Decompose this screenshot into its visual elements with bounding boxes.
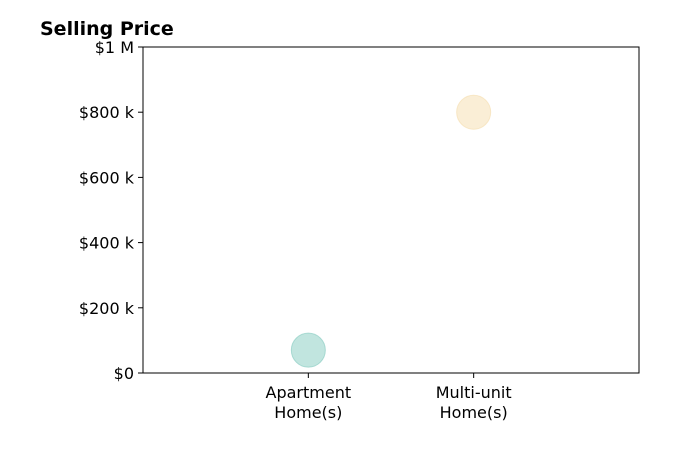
- y-tick-label: $0: [114, 364, 134, 383]
- data-points: [290, 94, 492, 368]
- y-tick-label: $600 k: [79, 168, 135, 187]
- x-tick-label-line: Multi-unit: [436, 383, 512, 402]
- plot-area-frame: [142, 46, 640, 374]
- x-tick-label: Multi-unit Home(s): [436, 383, 512, 422]
- x-tick-label-line: Apartment: [266, 383, 352, 402]
- y-tick-label: $1 M: [95, 38, 134, 57]
- chart-title: Selling Price: [40, 18, 174, 40]
- y-tick-label: $800 k: [79, 103, 135, 122]
- y-axis: $0 $200 k $400 k $600 k $800 k $1 M: [79, 38, 143, 383]
- x-tick-label-line: Home(s): [274, 403, 342, 422]
- x-axis: Apartment Home(s)Multi-unit Home(s): [266, 373, 512, 422]
- y-tick-label: $400 k: [79, 234, 135, 253]
- data-point: [290, 332, 326, 368]
- x-tick-label: Apartment Home(s): [266, 383, 352, 422]
- data-point: [456, 94, 492, 130]
- x-tick-label-line: Home(s): [440, 403, 508, 422]
- y-tick-label: $200 k: [79, 299, 135, 318]
